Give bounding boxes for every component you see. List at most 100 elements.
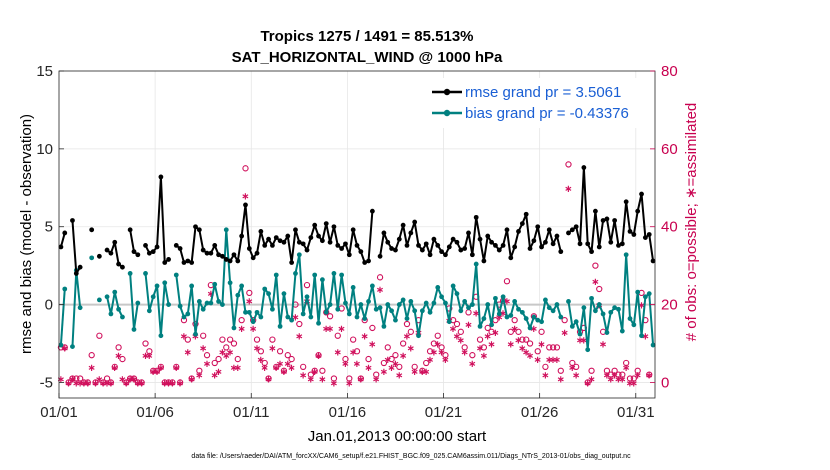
possible-obs-marker (200, 332, 207, 339)
assimilated-obs-marker: ∗ (464, 320, 472, 331)
possible-obs-marker (619, 371, 626, 378)
bias-marker (504, 314, 510, 320)
possible-obs-marker (176, 379, 184, 386)
bias-marker (631, 322, 637, 328)
rmse-marker (120, 264, 125, 270)
bias-marker (246, 309, 252, 315)
y-tick-label: 15 (36, 63, 53, 80)
rmse-marker (304, 247, 310, 253)
assimilated-obs-marker: ∗ (149, 367, 157, 378)
assimilated-obs-marker: ∗ (449, 324, 457, 335)
rmse-marker (612, 218, 618, 223)
possible-obs-marker (611, 367, 618, 374)
rmse-marker (646, 232, 652, 237)
assimilated-obs-marker: ∗ (341, 359, 349, 370)
rmse-marker (377, 253, 383, 259)
rmse-marker (600, 218, 606, 223)
possible-obs-marker (453, 320, 461, 328)
rmse-series (58, 165, 656, 276)
assimilated-obs-marker: ∗ (211, 371, 219, 382)
possible-obs-marker (92, 379, 99, 386)
x-tick-label: 01/31 (617, 404, 655, 421)
assimilated-obs-marker: ∗ (203, 359, 211, 370)
possible-obs-marker (396, 363, 403, 371)
possible-obs-marker (623, 359, 630, 367)
possible-obs-marker (592, 262, 599, 269)
bias-marker (204, 300, 210, 306)
assimilated-obs-marker: ∗ (330, 378, 338, 389)
rmse-marker (277, 238, 283, 244)
assimilated-obs-marker: ∗ (299, 371, 307, 382)
rmse-marker (323, 221, 329, 227)
assimilated-obs-marker: ∗ (257, 355, 265, 366)
bias-marker (354, 314, 360, 320)
assimilated-obs-marker: ∗ (207, 289, 215, 300)
bias-marker (396, 302, 402, 307)
assimilated-obs-marker: ∗ (95, 375, 103, 386)
possible-obs-marker (100, 379, 107, 386)
possible-obs-marker (230, 340, 238, 347)
possible-obs-marker (350, 336, 357, 343)
assimilated-obs-marker: ∗ (622, 363, 630, 374)
possible-obs-marker (419, 367, 426, 374)
possible-obs-marker (630, 375, 638, 382)
possible-obs-marker (188, 375, 195, 382)
assimilated-obs-marker: ∗ (161, 378, 169, 389)
assimilated-obs-marker: ∗ (187, 375, 195, 386)
rmse-marker (193, 224, 198, 230)
bias-marker (185, 311, 191, 317)
rmse-marker (589, 249, 594, 255)
assimilated-obs-marker: ∗ (184, 347, 192, 358)
bias-marker (346, 311, 352, 317)
bias-marker (366, 299, 371, 304)
bias-marker (289, 317, 295, 323)
assimilated-obs-marker: ∗ (272, 363, 280, 374)
possible-obs-marker (73, 375, 80, 382)
rmse-marker (481, 258, 487, 264)
assimilated-obs-marker: ∗ (195, 371, 203, 382)
bias-marker (104, 294, 110, 300)
assimilated-obs-marker: ∗ (610, 371, 618, 382)
possible-obs-marker (296, 320, 303, 328)
bias-marker (181, 314, 187, 320)
bias-marker (416, 333, 421, 339)
assimilated-obs-marker: ∗ (103, 378, 111, 389)
assimilated-obs-marker: ∗ (568, 363, 576, 374)
bias-marker (642, 294, 648, 300)
bias-marker (481, 316, 487, 321)
rmse-marker (639, 191, 644, 197)
assimilated-obs-marker: ∗ (599, 340, 607, 351)
assimilated-obs-marker: ∗ (364, 363, 372, 374)
possible-obs-marker (607, 371, 614, 378)
bias-marker (435, 285, 441, 290)
rmse-marker (212, 243, 218, 248)
assimilated-obs-marker: ∗ (68, 375, 76, 386)
assimilated-obs-marker: ∗ (303, 297, 311, 308)
possible-obs-marker (257, 348, 265, 355)
bias-marker (596, 302, 602, 307)
assimilated-obs-marker: ∗ (199, 343, 207, 354)
assimilated-obs-marker: ∗ (261, 363, 269, 374)
rmse-marker (608, 239, 614, 245)
assimilated-obs-marker: ∗ (134, 378, 142, 389)
possible-obs-marker (615, 371, 622, 378)
bias-marker (154, 283, 160, 289)
x-axis-label: Jan.01,2013 00:00:00 start (308, 428, 487, 445)
bias-marker (258, 314, 264, 320)
bias-marker (489, 322, 494, 328)
bias-marker (70, 344, 75, 350)
y-tick-label: 0 (45, 297, 53, 314)
assimilated-obs-marker: ∗ (372, 375, 380, 386)
rmse-marker (116, 261, 121, 267)
bias-marker (223, 227, 229, 233)
bias-line (59, 288, 66, 346)
x-tick-label: 01/01 (40, 404, 78, 421)
bias-marker (112, 289, 118, 295)
bias-marker (543, 297, 548, 303)
rmse-marker (346, 252, 352, 258)
possible-obs-marker (646, 371, 653, 378)
rmse-marker (104, 247, 110, 253)
possible-obs-marker (484, 324, 491, 332)
rmse-marker (419, 247, 425, 253)
assimilated-obs-marker: ∗ (222, 351, 230, 362)
